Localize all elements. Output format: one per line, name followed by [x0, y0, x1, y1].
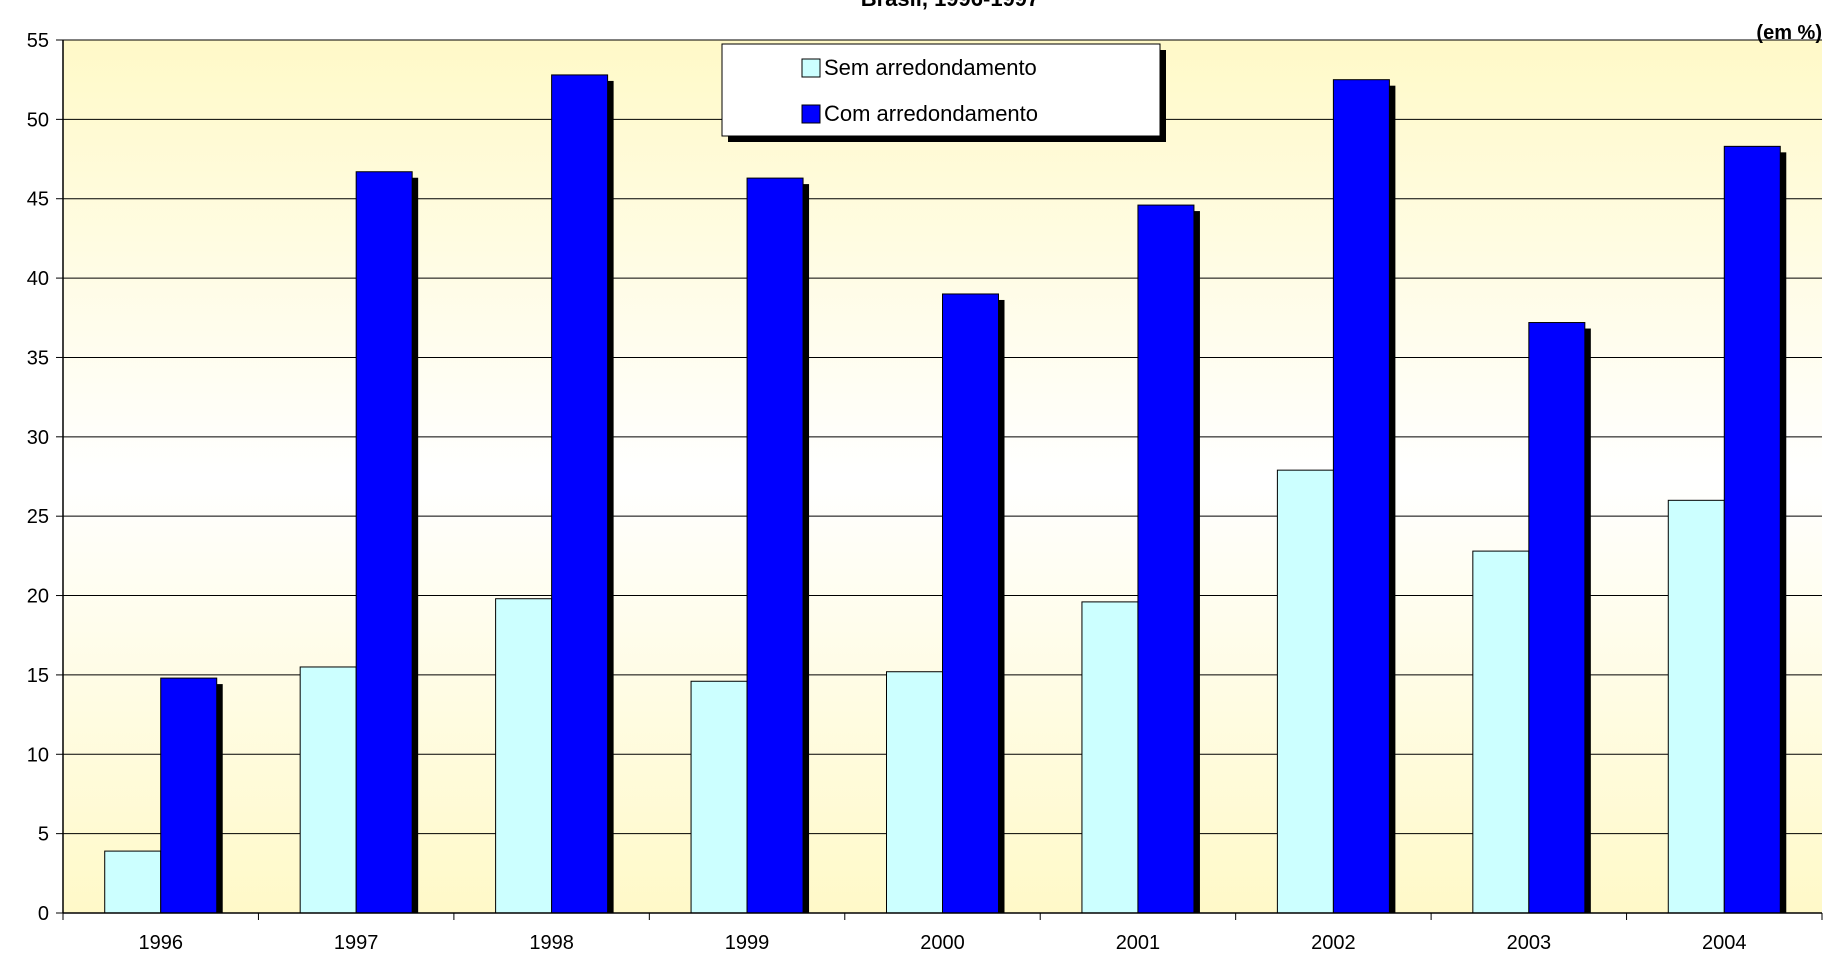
y-tick-label: 45 — [27, 189, 49, 211]
y-tick-label: 0 — [38, 903, 49, 925]
y-tick-label: 55 — [27, 30, 49, 52]
x-tick-label: 2004 — [1702, 932, 1747, 954]
legend-swatch — [801, 58, 821, 78]
bar-2001-series-2 — [1137, 204, 1195, 914]
x-tick-label: 2001 — [1116, 932, 1161, 954]
bars — [104, 74, 1787, 914]
y-tick-label: 15 — [27, 665, 49, 687]
y-tick-label: 35 — [27, 347, 49, 369]
bar-2000-series-1 — [886, 671, 943, 914]
x-tick-label: 2000 — [920, 932, 965, 954]
bar-2002-series-2 — [1332, 79, 1390, 914]
y-tick-label: 5 — [38, 824, 49, 846]
y-tick-label: 50 — [27, 109, 49, 131]
bar-2003-series-2 — [1528, 322, 1586, 914]
bar-1996-series-1 — [104, 850, 162, 914]
x-tick-label: 2002 — [1311, 932, 1356, 954]
legend-label: Com arredondamento — [824, 101, 1038, 126]
bar-1998-series-2 — [551, 74, 609, 914]
bar-2003-series-1 — [1472, 550, 1530, 914]
bar-1998-series-1 — [495, 598, 553, 914]
x-tick-label: 1998 — [529, 932, 574, 954]
bar-1997-series-2 — [355, 171, 413, 914]
legend: Sem arredondamento Com arredondamento — [721, 43, 1166, 142]
bar-1996-series-2 — [160, 677, 218, 914]
legend-swatch — [801, 104, 821, 124]
y-tick-label: 30 — [27, 427, 49, 449]
x-tick-label: 1999 — [725, 932, 770, 954]
bar-1997-series-1 — [299, 666, 357, 914]
y-tick-label: 40 — [27, 268, 49, 290]
x-tick-label: 1997 — [334, 932, 379, 954]
y-tick-label: 25 — [27, 506, 49, 528]
bar-2004-series-2 — [1723, 145, 1781, 914]
bar-2002-series-1 — [1276, 469, 1334, 914]
bar-2000-series-2 — [942, 293, 999, 914]
bar-1999-series-1 — [690, 680, 748, 914]
axes: 0 5 10 15 20 25 30 35 40 45 50 55 1996 1997 1998 1999 20… — [27, 30, 1823, 954]
y-tick-label: 20 — [27, 586, 49, 608]
bar-1999-series-2 — [746, 177, 804, 914]
chart-title: Brasil, 1996-1997 — [861, 0, 1040, 11]
bar-2004-series-1 — [1667, 499, 1725, 914]
x-tick-label: 1996 — [138, 932, 183, 954]
x-tick-label: 2003 — [1507, 932, 1552, 954]
y-tick-label: 10 — [27, 744, 49, 766]
legend-label: Sem arredondamento — [824, 55, 1037, 80]
bar-2001-series-1 — [1081, 601, 1139, 914]
unit-label: (em %) — [1756, 22, 1822, 44]
